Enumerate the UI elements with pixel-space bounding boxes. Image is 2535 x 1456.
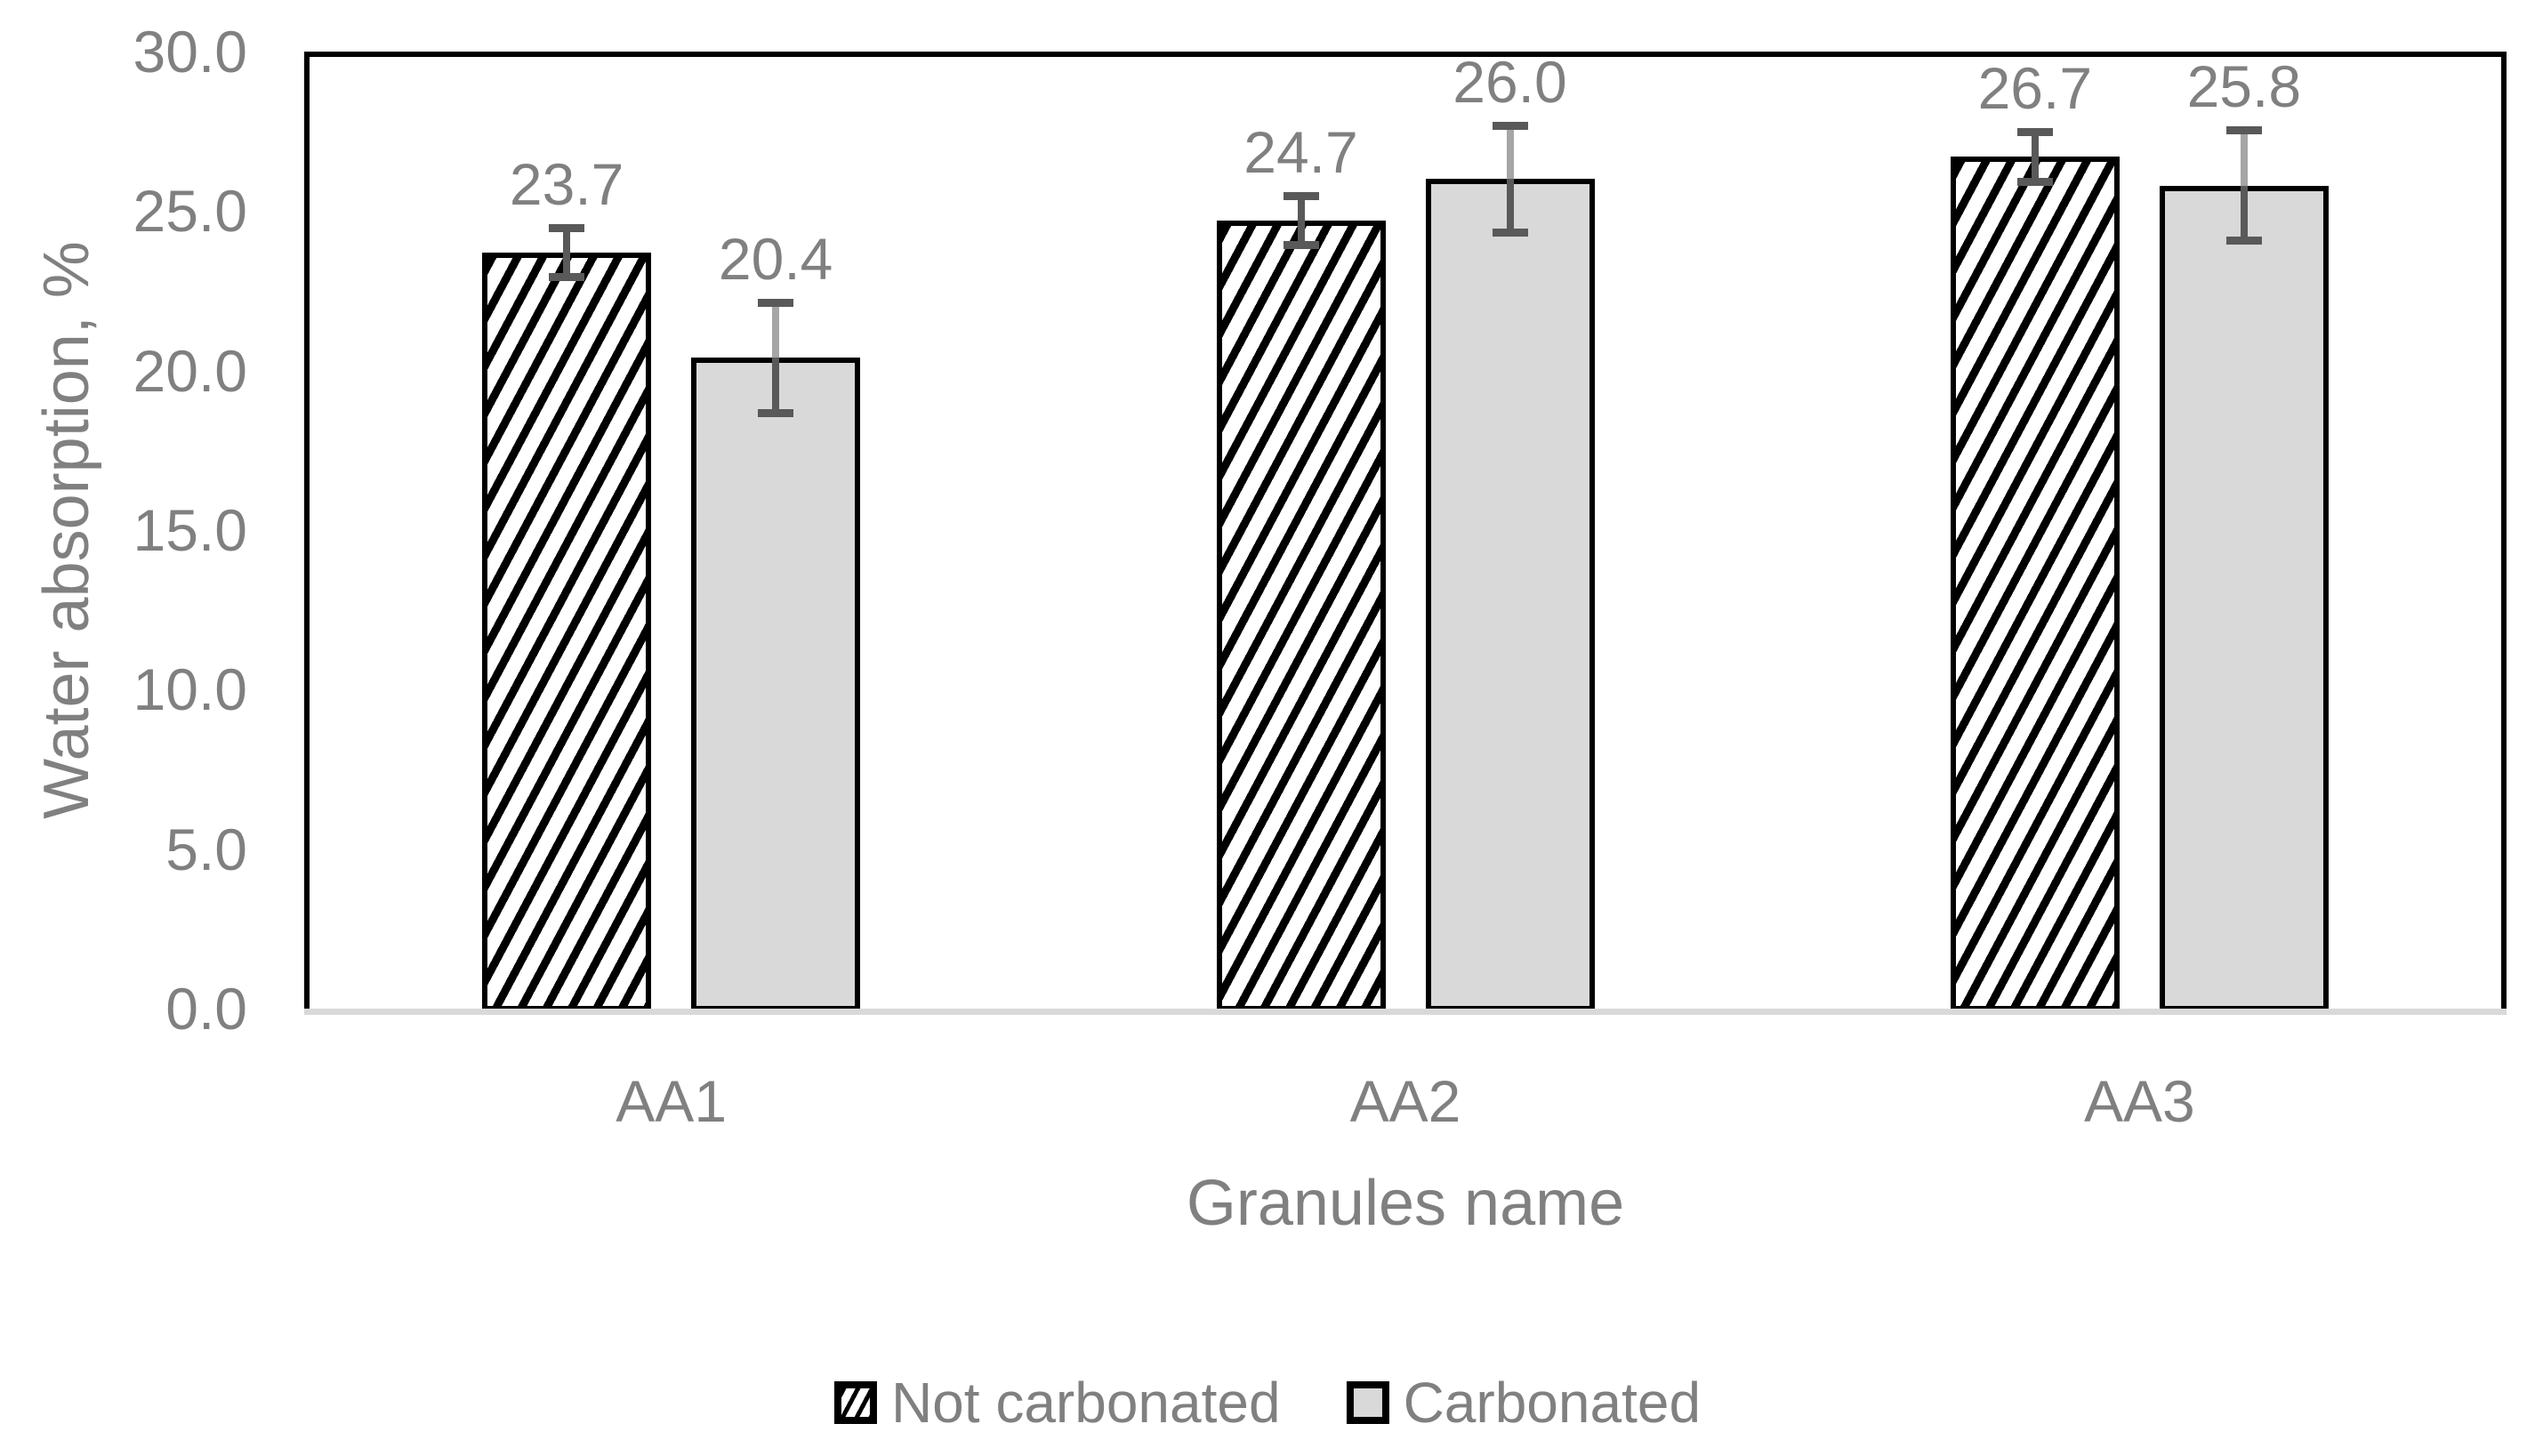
bar-not-carbonated-aa1 [482,252,652,1011]
category-label-aa1: AA1 [616,1068,728,1134]
data-label: 26.7 [1977,55,2093,122]
error-bar-upper [2240,126,2248,186]
category-label-aa2: AA2 [1349,1068,1461,1134]
data-label: 20.4 [718,225,833,292]
legend-item-not-carbonated: Not carbonated [833,1371,1281,1435]
legend-swatch-not-carbonated [833,1381,877,1424]
legend-swatch-carbonated [1346,1381,1389,1424]
legend-label: Not carbonated [890,1371,1281,1435]
data-label: 26.0 [1453,48,1567,115]
legend-label: Carbonated [1403,1371,1702,1435]
bar-carbonated-aa3 [2159,185,2329,1011]
y-tick-label: 30.0 [133,19,247,84]
error-bar-lower [772,358,780,417]
legend: Not carbonated Carbonated [833,1371,1702,1435]
y-tick-label: 20.0 [133,337,247,404]
data-label: 25.8 [2186,53,2302,120]
error-bar-upper [2031,128,2039,157]
error-bar-bottom-cap [549,273,585,282]
error-bar-lower [2031,157,2039,186]
error-bar-top-cap [2225,126,2262,135]
error-bar-top-cap [549,223,585,232]
y-tick-label: 5.0 [165,816,247,882]
bar-not-carbonated-aa2 [1216,221,1386,1011]
bar-carbonated-aa1 [691,358,861,1011]
bar-carbonated-aa2 [1425,179,1595,1011]
error-bar-upper [1506,121,1514,180]
plot-area [304,52,2507,1009]
y-tick-label: 10.0 [133,656,247,723]
error-bar-upper [772,298,780,358]
category-label-aa3: AA3 [2083,1068,2195,1134]
error-bar-lower [2240,185,2248,245]
error-bar-upper [563,223,571,253]
error-bar-lower [1297,221,1305,250]
error-bar-bottom-cap [1283,241,1319,250]
error-bar-top-cap [758,298,794,307]
y-tick-label: 0.0 [165,976,247,1042]
legend-item-carbonated: Carbonated [1346,1371,1702,1435]
error-bar-bottom-cap [758,408,794,417]
data-label: 24.7 [1243,118,1358,185]
error-bar-top-cap [2016,128,2053,137]
error-bar-top-cap [1283,191,1319,200]
data-label: 23.7 [509,150,624,217]
error-bar-top-cap [1492,121,1528,130]
x-axis-line [304,1009,2507,1015]
bar-not-carbonated-aa3 [1950,157,2120,1011]
y-tick-label: 15.0 [133,497,247,563]
error-bar-bottom-cap [2225,236,2262,245]
error-bar-lower [1506,179,1514,237]
x-axis-title: Granules name [1186,1168,1625,1239]
error-bar-bottom-cap [1492,229,1528,237]
error-bar-lower [563,252,571,282]
error-bar-upper [1297,191,1305,221]
y-tick-label: 25.0 [133,178,247,245]
error-bar-bottom-cap [2016,177,2053,186]
